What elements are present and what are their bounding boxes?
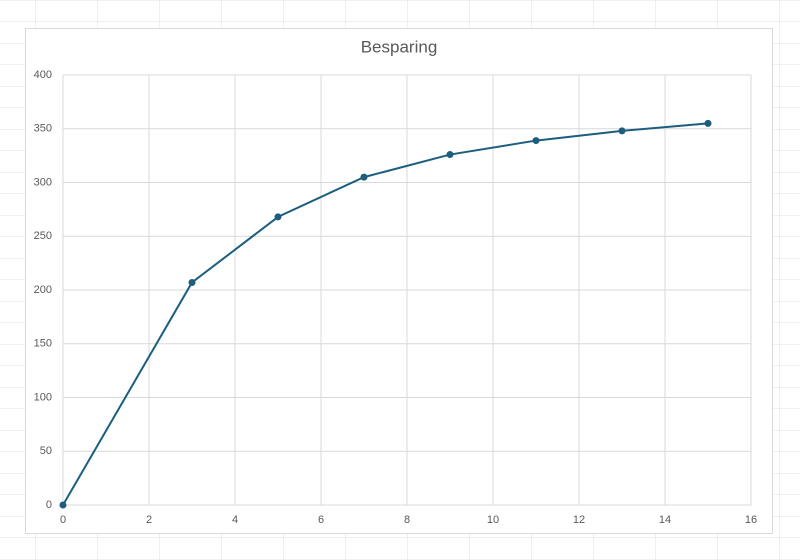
y-tick-label: 0 <box>46 499 52 511</box>
data-point <box>618 127 626 135</box>
x-tick-label: 2 <box>146 514 152 526</box>
x-tick-label: 14 <box>659 514 671 526</box>
x-tick-label: 12 <box>573 514 585 526</box>
data-point <box>532 137 540 145</box>
y-tick-label: 250 <box>34 230 52 242</box>
y-tick-label: 400 <box>34 69 52 81</box>
y-tick-label: 300 <box>34 176 52 188</box>
data-point <box>360 173 368 181</box>
chart-title: Besparing <box>361 37 438 56</box>
y-tick-label: 350 <box>34 123 52 135</box>
plot-area: 0 50 100 150 200 250 300 350 400 0 2 4 6 8 10 12 14 16 <box>34 69 757 526</box>
y-tick-label: 150 <box>34 338 52 350</box>
chart-area[interactable] <box>25 28 773 534</box>
data-point <box>274 213 282 221</box>
data-point <box>188 278 196 286</box>
data-point <box>59 501 67 509</box>
x-tick-label: 8 <box>404 514 410 526</box>
data-point <box>704 119 712 127</box>
x-tick-label: 0 <box>60 514 66 526</box>
y-tick-label: 100 <box>34 391 52 403</box>
x-tick-label: 10 <box>487 514 499 526</box>
y-tick-label: 200 <box>34 284 52 296</box>
x-tick-label: 6 <box>318 514 324 526</box>
x-tick-label: 16 <box>745 514 757 526</box>
series-line <box>62 122 709 506</box>
y-tick-label: 50 <box>40 445 52 457</box>
data-point <box>446 151 454 159</box>
x-tick-label: 4 <box>232 514 238 526</box>
